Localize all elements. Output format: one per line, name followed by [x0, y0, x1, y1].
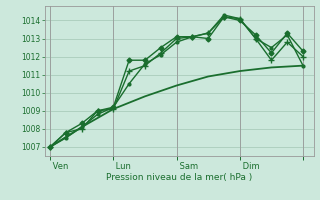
X-axis label: Pression niveau de la mer( hPa ): Pression niveau de la mer( hPa ): [106, 173, 252, 182]
